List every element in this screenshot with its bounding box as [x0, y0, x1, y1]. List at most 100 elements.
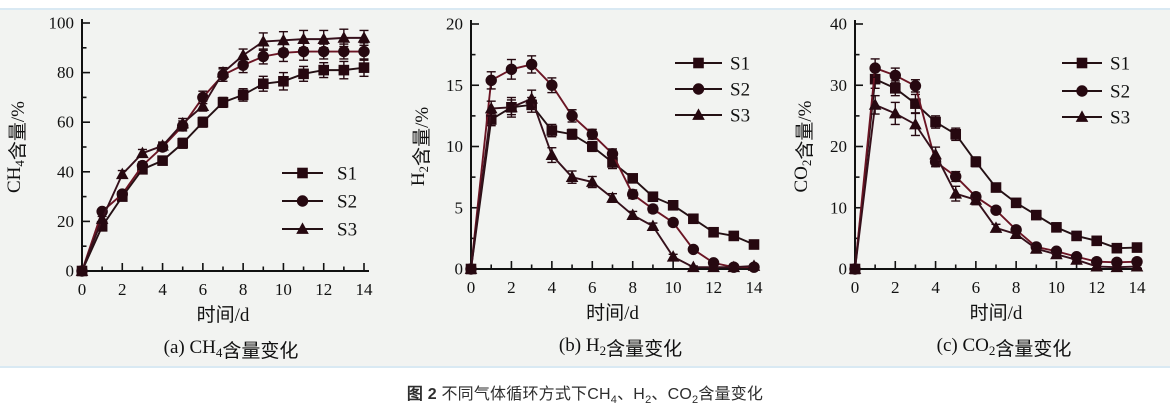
svg-text:2: 2 [118, 280, 127, 299]
data-point [585, 175, 599, 187]
data-point [909, 80, 922, 92]
data-point [257, 78, 269, 90]
svg-text:40: 40 [57, 162, 74, 181]
series-S1 [76, 58, 370, 277]
data-point [176, 116, 190, 129]
data-point [257, 50, 269, 63]
data-point [1090, 259, 1104, 272]
data-point [296, 222, 309, 234]
data-point [1091, 235, 1103, 247]
legend-label: S3 [730, 106, 750, 127]
svg-text:2: 2 [891, 278, 900, 297]
data-point [236, 48, 250, 61]
data-point [566, 128, 578, 140]
y-axis-title: CH4含量/% [4, 101, 29, 193]
series-S3 [75, 28, 371, 276]
data-point [990, 204, 1002, 216]
figure-caption: 图 2 不同气体循环方式下CH4、H2、CO2含量变化 [0, 380, 1170, 406]
svg-text:40: 40 [830, 15, 847, 34]
data-point [237, 59, 249, 71]
data-point [565, 170, 579, 183]
data-point [297, 45, 310, 58]
svg-text:10: 10 [830, 198, 847, 217]
svg-text:0: 0 [851, 278, 860, 297]
svg-text:12: 12 [315, 280, 332, 299]
data-point [727, 260, 741, 273]
data-point [75, 264, 89, 276]
data-point [277, 47, 290, 59]
svg-text:4: 4 [548, 278, 557, 297]
chart-subcaption: (a) CH4含量变化 [164, 337, 299, 362]
svg-text:0: 0 [467, 278, 476, 297]
tick-labels: 0 10 20 30 40 0 2 4 6 8 10 12 14 [830, 15, 1146, 298]
series-S2 [465, 55, 760, 275]
data-point [989, 221, 1003, 233]
data-point [505, 63, 518, 76]
error-bars [870, 69, 1142, 251]
data-point [747, 259, 761, 271]
svg-text:6: 6 [199, 280, 208, 299]
data-point [277, 33, 290, 46]
svg-text:14: 14 [356, 280, 374, 299]
data-point [217, 97, 229, 108]
chart-c-co2: 0 10 20 30 40 0 2 4 6 8 10 12 14 时间/d CO2含量/% (c) CO2含量… [791, 15, 1146, 361]
svg-text:5: 5 [455, 198, 464, 217]
svg-text:30: 30 [830, 76, 847, 95]
error-bars [97, 58, 369, 230]
data-point [692, 83, 705, 95]
chart-b-h2: 0 5 10 15 20 0 2 4 6 8 10 12 14 时间/d H2含量/% (b) H2含量变化 S… [408, 15, 764, 361]
data-point [688, 213, 699, 225]
data-point [693, 57, 704, 69]
series-S1 [465, 96, 760, 275]
svg-text:10: 10 [446, 137, 463, 156]
data-point [546, 125, 558, 136]
figure-panel: 0 20 40 60 80 100 0 2 4 6 8 10 12 14 时间/d CH4含量/% (a) CH… [0, 8, 1170, 368]
data-point [297, 32, 310, 45]
svg-text:60: 60 [57, 113, 74, 132]
data-point [586, 128, 598, 140]
data-point [910, 98, 921, 109]
data-point [647, 203, 659, 215]
legend-label: S2 [1110, 82, 1130, 103]
svg-text:8: 8 [628, 278, 637, 297]
data-point [115, 167, 129, 180]
data-point [525, 58, 538, 71]
data-point [318, 64, 330, 76]
data-point [748, 239, 760, 250]
data-point [692, 108, 705, 120]
error-bars [97, 28, 369, 223]
svg-text:12: 12 [1088, 278, 1105, 297]
data-point [297, 167, 308, 179]
data-point [1071, 230, 1082, 242]
data-point [687, 243, 700, 256]
data-point [1029, 242, 1043, 254]
data-point [1131, 242, 1143, 253]
caption-text: 2 [692, 394, 699, 407]
data-point [868, 98, 882, 110]
data-point [1070, 253, 1083, 265]
data-point [1010, 197, 1022, 209]
svg-text:6: 6 [972, 278, 981, 297]
data-point [1030, 209, 1042, 221]
data-point [1130, 259, 1144, 272]
svg-text:20: 20 [446, 15, 463, 34]
tick-marks [81, 22, 365, 272]
svg-text:14: 14 [1129, 278, 1147, 297]
svg-text:14: 14 [746, 278, 764, 297]
data-point [1110, 260, 1124, 273]
data-point [1075, 110, 1089, 122]
legend-label: S2 [337, 192, 357, 213]
data-point [546, 79, 558, 91]
legend: S1 S2 S3 [282, 164, 357, 241]
svg-text:0: 0 [839, 260, 848, 279]
data-point [607, 157, 618, 168]
series-line [81, 50, 364, 272]
data-point [646, 219, 660, 232]
svg-text:8: 8 [239, 280, 248, 299]
data-point [357, 31, 371, 43]
data-point [869, 73, 881, 85]
svg-text:0: 0 [78, 280, 87, 299]
data-point [1050, 247, 1063, 260]
data-point [1076, 85, 1088, 97]
data-point [177, 137, 189, 149]
